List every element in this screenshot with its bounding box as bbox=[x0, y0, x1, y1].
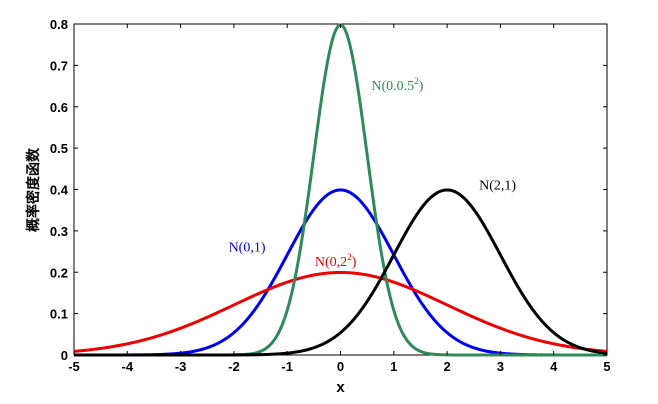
annotations-group: N(0,1) N(0,22) N(0.0.52) N(2,1) bbox=[229, 76, 517, 270]
curve-annotation: N(0.0.52) bbox=[371, 76, 423, 94]
y-tick-label: 0.8 bbox=[50, 17, 68, 32]
y-tick-label: 0.7 bbox=[50, 58, 68, 73]
x-tick-label: -1 bbox=[281, 359, 293, 374]
y-tick-label: 0.2 bbox=[50, 265, 68, 280]
y-tick-label: 0.5 bbox=[50, 141, 68, 156]
y-tick-label: 0.6 bbox=[50, 100, 68, 115]
x-tick-label: 0 bbox=[337, 359, 344, 374]
y-tick-label: 0 bbox=[61, 348, 68, 363]
curve-annotation: N(0,22) bbox=[315, 252, 357, 270]
curve-annotation: N(2,1) bbox=[479, 179, 516, 194]
x-tick-label: -3 bbox=[175, 359, 187, 374]
y-tick-label: 0.1 bbox=[50, 307, 68, 322]
x-tick-label: 5 bbox=[603, 359, 610, 374]
x-tick-label: 4 bbox=[550, 359, 558, 374]
x-tick-label: 1 bbox=[390, 359, 397, 374]
x-axis-label: x bbox=[336, 379, 345, 396]
series-curve-3 bbox=[73, 188, 608, 357]
y-tick-label: 0.3 bbox=[50, 224, 68, 239]
curve-annotation: N(0,1) bbox=[229, 241, 266, 256]
x-tick-label: -2 bbox=[228, 359, 240, 374]
y-tick-label: 0.4 bbox=[50, 183, 69, 198]
y-axis-label: 概率密度函数 bbox=[25, 147, 42, 232]
series-curve-1 bbox=[73, 270, 608, 353]
x-tick-label: -5 bbox=[68, 359, 80, 374]
curves-group bbox=[73, 23, 608, 357]
x-tick-label: -4 bbox=[122, 359, 134, 374]
x-tick-label: 2 bbox=[443, 359, 450, 374]
x-tick-label: 3 bbox=[497, 359, 504, 374]
ticks-group: -5 -4 -3 -2 -1 0 1 2 3 4 5 0 0.1 0.2 0.3 0.4 0.5 0.6 0.7 0.… bbox=[50, 17, 611, 374]
